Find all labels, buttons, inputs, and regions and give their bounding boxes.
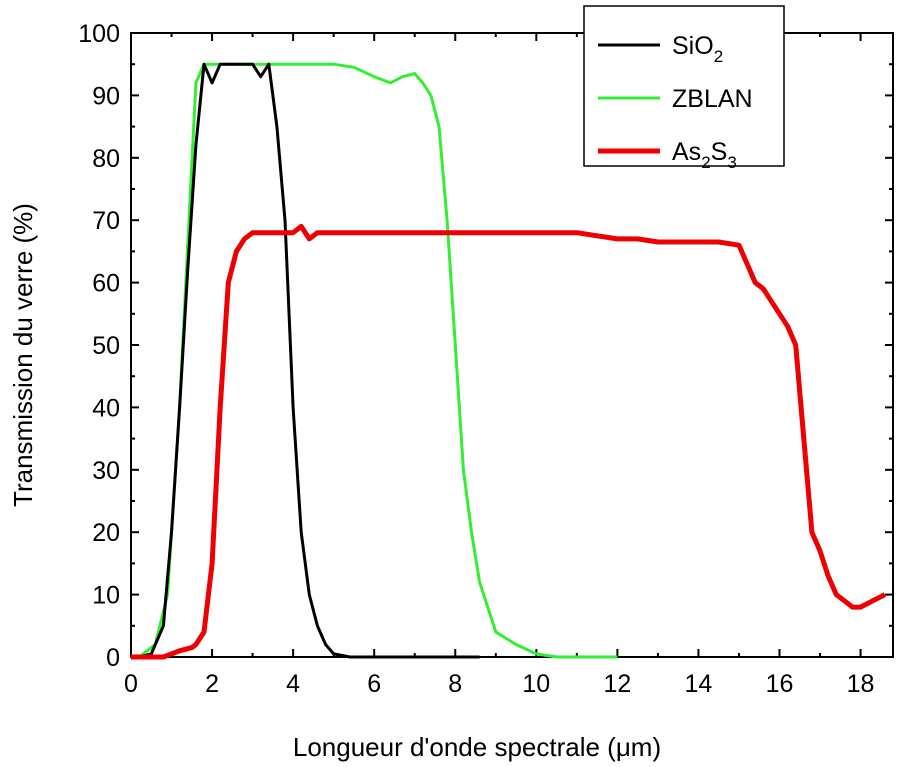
x-tick-label-0: 0: [124, 670, 138, 698]
y-tick-label-20: 20: [92, 519, 120, 547]
series-lines: [131, 62, 887, 660]
x-tick-label-16: 16: [766, 670, 794, 698]
y-tick-label-40: 40: [92, 394, 120, 422]
legend-box: [583, 5, 785, 167]
series-line-sio2: [138, 62, 480, 659]
legend-label-zblan: ZBLAN: [672, 85, 753, 113]
x-tick-label-14: 14: [685, 670, 713, 698]
y-tick-label-0: 0: [106, 644, 120, 672]
series-line-as2s3: [131, 223, 887, 660]
y-tick-label-100: 100: [78, 20, 120, 48]
y-tick-label-70: 70: [92, 207, 120, 235]
y-axis-label: Transmission du verre (%): [8, 203, 38, 507]
x-axis-label: Longueur d'onde spectrale (μm): [293, 732, 661, 762]
legend-label-sio2: SiO2: [672, 32, 723, 66]
axis-ticks: 0 2 4 6 8 10 12 14 16 18 0 10 20 30 40 50 60 70 80 90 100: [78, 20, 893, 698]
y-tick-label-60: 60: [92, 270, 120, 298]
legend-label-as2s3: As2S3: [672, 138, 737, 172]
x-tick-label-18: 18: [847, 670, 875, 698]
x-tick-label-10: 10: [522, 670, 550, 698]
y-tick-label-50: 50: [92, 332, 120, 360]
legend: SiO2 ZBLAN As2S3: [583, 5, 785, 172]
y-tick-label-80: 80: [92, 145, 120, 173]
x-tick-label-6: 6: [367, 670, 381, 698]
x-tick-label-4: 4: [286, 670, 300, 698]
y-tick-label-10: 10: [92, 582, 120, 610]
x-tick-label-12: 12: [603, 670, 631, 698]
y-tick-label-90: 90: [92, 82, 120, 110]
x-tick-label-2: 2: [205, 670, 219, 698]
y-tick-label-30: 30: [92, 457, 120, 485]
x-tick-label-8: 8: [448, 670, 462, 698]
